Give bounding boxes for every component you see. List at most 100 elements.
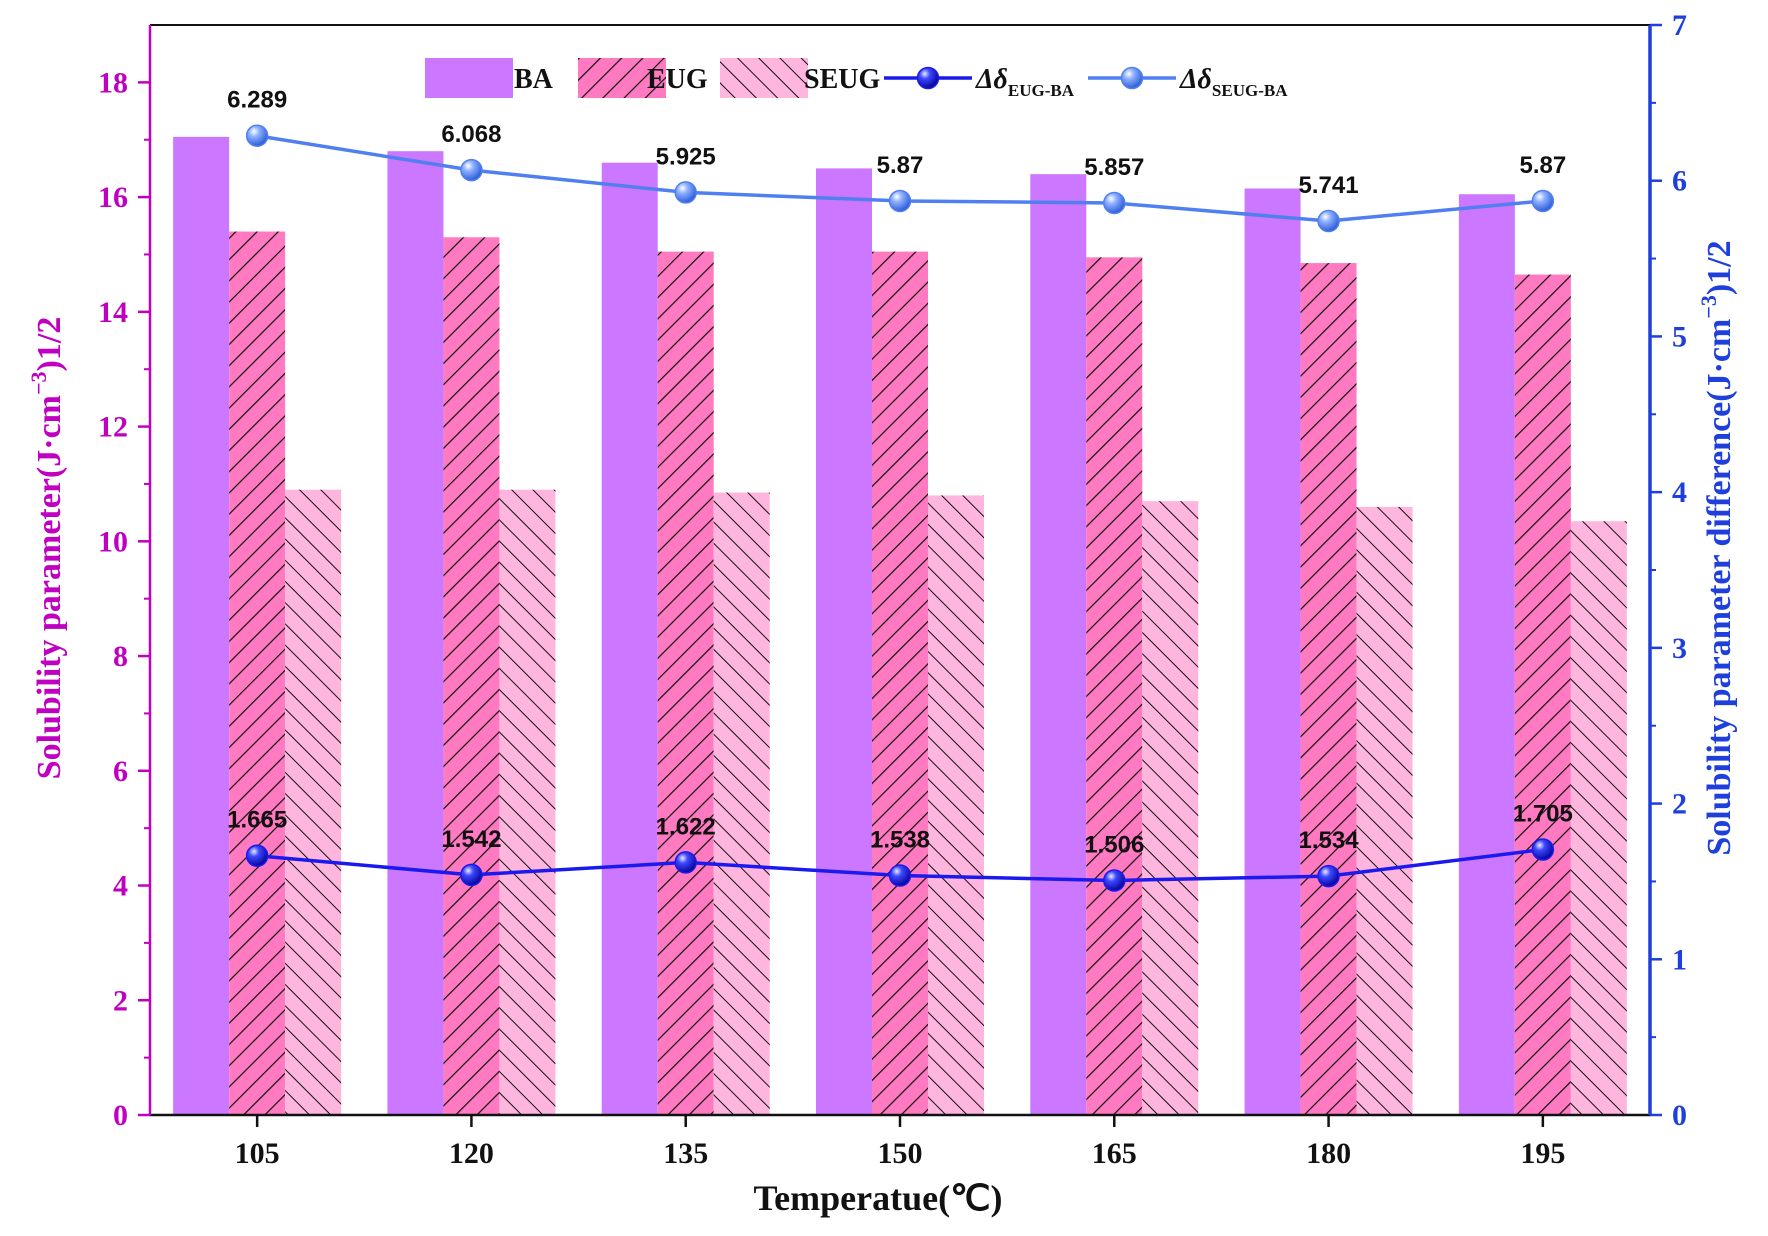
y2-axis-title: Solubility parameter difference(J·cm−3)1… — [1696, 240, 1738, 855]
bar-eug-165 — [1086, 257, 1143, 1115]
point-delta-eug-ba-135 — [674, 851, 697, 874]
y2-tick-label-7: 7 — [1672, 9, 1687, 42]
y-tick-label-16: 16 — [98, 181, 128, 214]
x-tick-label-195: 195 — [1520, 1137, 1565, 1170]
bar-ba-135 — [601, 162, 658, 1115]
point-delta-seug-ba-150 — [888, 189, 912, 213]
data-label-delta-seug-ba-120: 6.068 — [441, 121, 501, 148]
point-delta-eug-ba-180 — [1317, 864, 1340, 888]
point-delta-eug-ba-195 — [1531, 838, 1555, 861]
bar-ba-105 — [173, 136, 230, 1116]
point-delta-seug-ba-120 — [460, 158, 483, 182]
data-label-delta-eug-ba-120: 1.542 — [441, 826, 501, 853]
bar-seug-120 — [499, 489, 556, 1115]
bar-eug-150 — [872, 251, 928, 1115]
legend-label-eug: EUG — [647, 64, 708, 95]
bar-ba-150 — [816, 168, 872, 1116]
bar-eug-180 — [1300, 263, 1357, 1115]
data-label-delta-seug-ba-135: 5.925 — [656, 143, 716, 170]
legend-swatch-ba — [425, 58, 513, 98]
legend-label-ba: BA — [514, 64, 554, 95]
data-label-delta-seug-ba-195: 5.87 — [1519, 152, 1566, 179]
y-axis-title-tail: )1/2 — [31, 317, 68, 372]
legend-label-subscript-delta-seug-ba: SEUG-BA — [1212, 81, 1288, 100]
bar-seug-180 — [1356, 506, 1413, 1115]
bar-eug-135 — [657, 251, 714, 1115]
bar-ba-165 — [1030, 174, 1087, 1115]
legend: BA EUG SEUG ΔδEUG-BA ΔδSEUG-BA — [425, 58, 1288, 100]
y-axis-title-main: Solubility parameter(J·cm — [31, 395, 68, 779]
data-label-delta-eug-ba-165: 1.506 — [1084, 831, 1144, 858]
bar-eug-105 — [229, 231, 286, 1116]
data-label-delta-eug-ba-150: 1.538 — [870, 827, 930, 854]
data-label-delta-eug-ba-135: 1.622 — [656, 813, 716, 840]
y-axis-title-sup: −3 — [26, 371, 51, 395]
y2-tick-label-3: 3 — [1672, 632, 1687, 665]
y2-tick-label-6: 6 — [1672, 165, 1687, 198]
y-tick-label-4: 4 — [113, 870, 128, 903]
y2-tick-label-2: 2 — [1672, 788, 1687, 821]
x-tick-label-150: 150 — [878, 1137, 923, 1170]
y-axis-title: Solubility parameter(J·cm−3)1/2 — [26, 317, 68, 780]
data-label-delta-eug-ba-180: 1.534 — [1299, 827, 1360, 854]
bar-seug-195 — [1570, 521, 1627, 1115]
x-tick-label-165: 165 — [1092, 1137, 1137, 1170]
legend-label-seug: SEUG — [804, 64, 880, 95]
y2-tick-label-4: 4 — [1672, 476, 1687, 509]
y2-axis-title-main: Solubility parameter difference(J·cm — [1701, 319, 1738, 856]
y-tick-label-14: 14 — [98, 296, 128, 329]
point-delta-seug-ba-135 — [674, 181, 697, 204]
bar-eug-120 — [443, 237, 500, 1115]
point-delta-eug-ba-165 — [1103, 869, 1126, 892]
y-tick-label-12: 12 — [98, 411, 128, 444]
data-label-delta-seug-ba-150: 5.87 — [877, 152, 924, 179]
bar-seug-150 — [928, 495, 984, 1116]
x-tick-label-120: 120 — [449, 1137, 494, 1170]
point-delta-eug-ba-120 — [460, 863, 483, 887]
x-axis-title: Temperatue(℃) — [753, 1178, 1002, 1218]
y2-tick-label-0: 0 — [1672, 1099, 1687, 1132]
legend-label-subscript-delta-eug-ba: EUG-BA — [1008, 81, 1075, 100]
data-label-delta-eug-ba-195: 1.705 — [1513, 801, 1573, 828]
data-label-delta-seug-ba-165: 5.857 — [1084, 154, 1144, 181]
bar-ba-120 — [387, 151, 444, 1116]
y-tick-label-2: 2 — [113, 984, 128, 1017]
point-delta-eug-ba-105 — [245, 844, 269, 867]
legend-label-delta-seug-ba: ΔδSEUG-BA — [1179, 64, 1288, 100]
y2-tick-label-1: 1 — [1672, 943, 1687, 976]
x-tick-label-105: 105 — [235, 1137, 280, 1170]
data-label-delta-eug-ba-105: 1.665 — [227, 807, 287, 834]
lines-layer: 1.665 1.542 1.622 1.538 1.506 1.534 1.705 6.289… — [227, 87, 1573, 892]
bar-seug-105 — [285, 489, 342, 1115]
x-tick-label-180: 180 — [1306, 1137, 1351, 1170]
legend-marker-delta-seug-ba — [1120, 66, 1144, 90]
y2-axis-title-sup: −3 — [1696, 295, 1721, 319]
legend-label-delta-eug-ba: ΔδEUG-BA — [975, 64, 1075, 100]
y-tick-label-8: 8 — [113, 640, 128, 673]
y-tick-label-0: 0 — [113, 1099, 128, 1132]
point-delta-eug-ba-150 — [888, 864, 912, 887]
legend-swatch-eug — [578, 58, 666, 98]
data-label-delta-seug-ba-180: 5.741 — [1299, 172, 1359, 199]
x-tick-label-135: 135 — [663, 1137, 708, 1170]
y-tick-label-10: 10 — [98, 525, 128, 558]
bars-layer — [173, 136, 1627, 1116]
point-delta-seug-ba-180 — [1317, 209, 1340, 233]
bar-seug-135 — [713, 492, 770, 1116]
bar-ba-180 — [1244, 188, 1301, 1115]
legend-marker-delta-eug-ba — [916, 66, 940, 90]
point-delta-seug-ba-195 — [1531, 189, 1555, 213]
bar-eug-195 — [1514, 274, 1571, 1116]
legend-swatch-seug — [720, 58, 808, 98]
y-tick-label-18: 18 — [98, 66, 128, 99]
point-delta-seug-ba-105 — [245, 124, 269, 147]
point-delta-seug-ba-165 — [1103, 191, 1126, 215]
bar-ba-195 — [1458, 194, 1515, 1116]
bar-seug-165 — [1142, 501, 1199, 1115]
data-label-delta-seug-ba-105: 6.289 — [227, 87, 287, 114]
y2-tick-label-5: 5 — [1672, 320, 1687, 353]
y-tick-label-6: 6 — [113, 755, 128, 788]
